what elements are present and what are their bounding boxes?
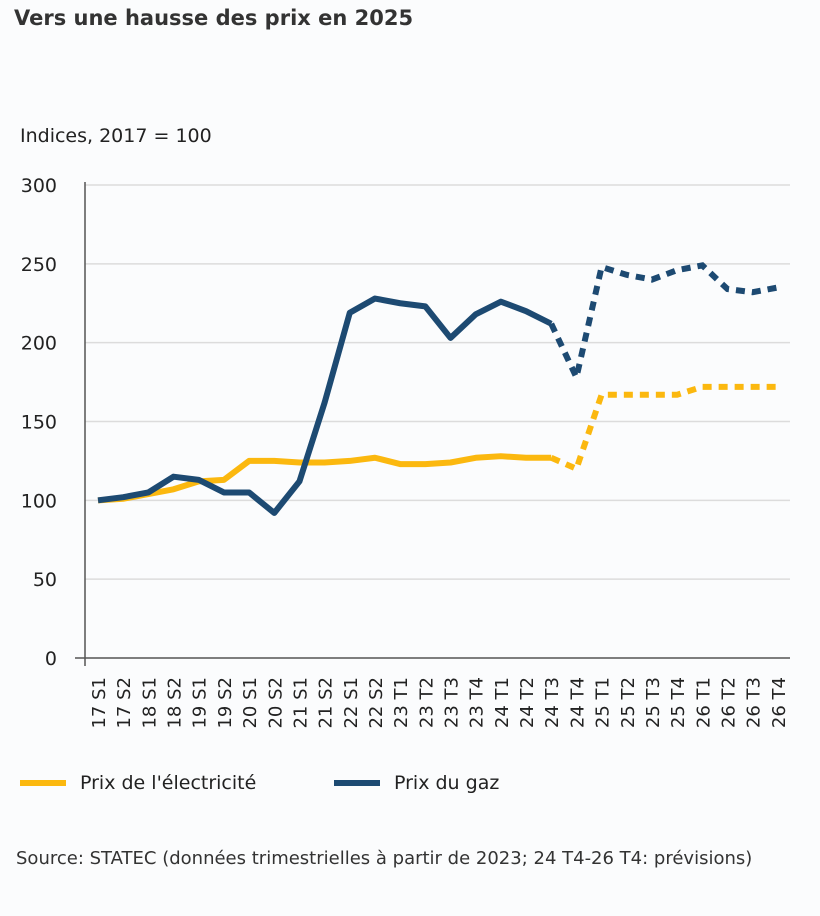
x-tick-label: 23 T4 [467,677,488,728]
legend-label-gas: Prix du gaz [394,772,500,794]
x-tick-label: 24 T2 [517,677,538,728]
legend-swatch-gas [334,780,380,786]
x-tick-label: 20 S1 [240,677,261,729]
y-tick-label: 100 [21,490,57,512]
x-tick-label: 21 S2 [316,677,337,729]
x-tick-label: 25 T3 [643,677,664,728]
y-tick-label: 250 [21,254,57,276]
x-tick-label: 24 T3 [542,677,563,728]
x-tick-label: 18 S2 [165,677,186,729]
y-axis-label: Indices, 2017 = 100 [20,125,212,147]
x-tick-label: 26 T3 [744,677,765,728]
x-tick-label: 25 T2 [618,677,639,728]
x-tick-label: 24 T1 [492,677,513,728]
x-tick-label: 26 T1 [693,677,714,728]
source-note: Source: STATEC (données trimestrielles à… [16,848,753,869]
x-tick-label: 22 S1 [341,677,362,729]
x-tick-label: 25 T4 [668,677,689,728]
chart-title: Vers une hausse des prix en 2025 [14,6,414,30]
x-tick-label: 17 S2 [114,677,135,729]
x-tick-label: 26 T4 [769,677,790,728]
x-tick-label: 24 T4 [567,677,588,728]
x-tick-label: 20 S2 [265,677,286,729]
x-tick-label: 26 T2 [719,677,740,728]
x-tick-label: 23 T2 [416,677,437,728]
y-tick-label: 50 [33,569,57,591]
y-tick-label: 300 [21,175,57,197]
x-tick-label: 17 S1 [89,677,110,729]
legend-label-electricity: Prix de l'électricité [80,772,257,794]
x-tick-label: 22 S2 [366,677,387,729]
series-line-0-forecast [550,383,778,473]
x-tick-label: 19 S2 [215,677,236,729]
x-tick-label: 23 T3 [442,677,463,728]
legend-item-gas: Prix du gaz [334,772,499,794]
x-tick-label: 21 S1 [290,677,311,729]
y-tick-label: 200 [21,333,57,355]
y-tick-label: 0 [45,648,57,670]
x-tick-label: 25 T1 [593,677,614,728]
x-tick-label: 19 S1 [190,677,211,729]
x-tick-label: 18 S1 [139,677,160,729]
series-line-1-forecast [548,262,779,387]
x-tick-label: 23 T1 [391,677,412,728]
y-tick-label: 150 [21,412,57,434]
series-line-1-actual [97,295,553,516]
legend-swatch-electricity [20,780,66,786]
legend-item-electricity: Prix de l'électricité [20,772,256,794]
